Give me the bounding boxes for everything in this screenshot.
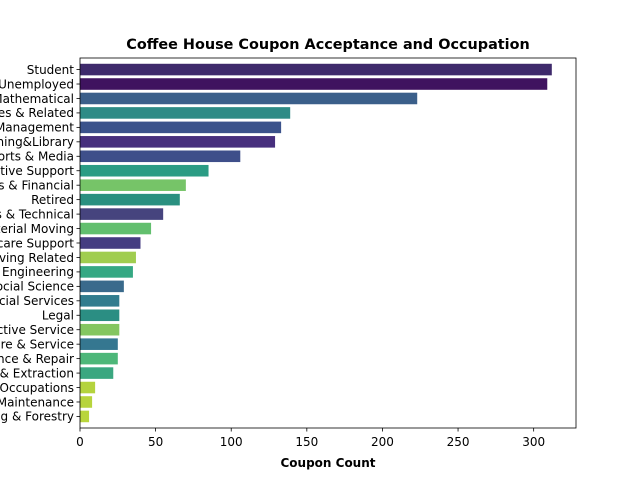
x-tick-label: 300 xyxy=(522,435,545,449)
chart-title: Coffee House Coupon Acceptance and Occup… xyxy=(126,37,529,53)
y-tick-label: Sales & Related xyxy=(0,106,74,120)
bar xyxy=(80,150,241,163)
y-tick-label: Life Physical Social Science xyxy=(0,280,74,294)
y-tick-label: Student xyxy=(27,63,75,77)
bar xyxy=(80,323,120,336)
y-tick-label: Unemployed xyxy=(0,77,74,91)
bar xyxy=(80,208,164,220)
bar xyxy=(80,179,186,191)
bar xyxy=(80,121,282,134)
y-tick-label: Construction & Extraction xyxy=(0,366,74,380)
y-tick-label: Retired xyxy=(31,193,74,207)
bar xyxy=(80,107,291,119)
y-tick-label: Education&Training&Library xyxy=(0,135,74,149)
bar xyxy=(80,338,118,350)
bar xyxy=(80,164,209,177)
bar xyxy=(80,222,152,235)
y-tick-label: Healthcare Support xyxy=(0,236,74,250)
y-tick-label: Protective Service xyxy=(0,323,74,337)
bar xyxy=(80,237,141,249)
y-tick-label: Legal xyxy=(42,309,74,323)
y-tick-label: Transportation & Material Moving xyxy=(0,222,74,236)
x-tick-label: 0 xyxy=(76,435,84,449)
x-ticks: 0 50 100 150 200 250 300 xyxy=(76,428,545,449)
x-axis-title: Coupon Count xyxy=(280,456,375,470)
x-tick-label: 200 xyxy=(371,435,394,449)
plot-frame xyxy=(79,57,577,429)
bar xyxy=(80,295,120,307)
y-tick-label: Community & Social Services xyxy=(0,294,74,308)
y-tick-label: Architecture & Engineering xyxy=(0,265,74,279)
y-tick-labels: StudentUnemployedComputer & Mathematical… xyxy=(0,63,80,424)
bar xyxy=(80,78,548,90)
y-tick-label: Office & Administrative Support xyxy=(0,164,74,178)
bar xyxy=(80,280,124,293)
x-tick-label: 150 xyxy=(295,435,318,449)
bar xyxy=(80,410,90,423)
bars-group xyxy=(80,63,552,423)
bar xyxy=(80,396,93,408)
y-tick-label: Healthcare Practitioners & Technical xyxy=(0,207,74,221)
y-tick-label: Installation Maintenance & Repair xyxy=(0,352,74,366)
y-tick-label: Arts Design Entertainment Sports & Media xyxy=(0,150,74,164)
y-tick-label: Personal Care & Service xyxy=(0,337,74,351)
y-tick-label: Food Preparation & Serving Related xyxy=(0,251,74,265)
y-tick-label: Management xyxy=(0,121,74,135)
bar xyxy=(80,266,133,278)
bar xyxy=(80,63,552,76)
x-tick-label: 100 xyxy=(220,435,243,449)
y-tick-label: Production Occupations xyxy=(0,381,74,395)
y-tick-label: Building & Grounds Cleaning & Maintenanc… xyxy=(0,395,74,409)
bar xyxy=(80,309,120,322)
bar xyxy=(80,136,276,148)
x-tick-label: 50 xyxy=(148,435,163,449)
bar xyxy=(80,251,136,264)
y-tick-label: Computer & Mathematical xyxy=(0,92,74,106)
x-tick-label: 250 xyxy=(447,435,470,449)
y-tick-label: Business & Financial xyxy=(0,178,74,192)
bar xyxy=(80,381,96,394)
bar xyxy=(80,367,114,379)
y-tick-label: Farming Fishing & Forestry xyxy=(0,410,74,424)
bar xyxy=(80,92,418,105)
bar xyxy=(80,193,180,206)
bar xyxy=(80,352,118,365)
